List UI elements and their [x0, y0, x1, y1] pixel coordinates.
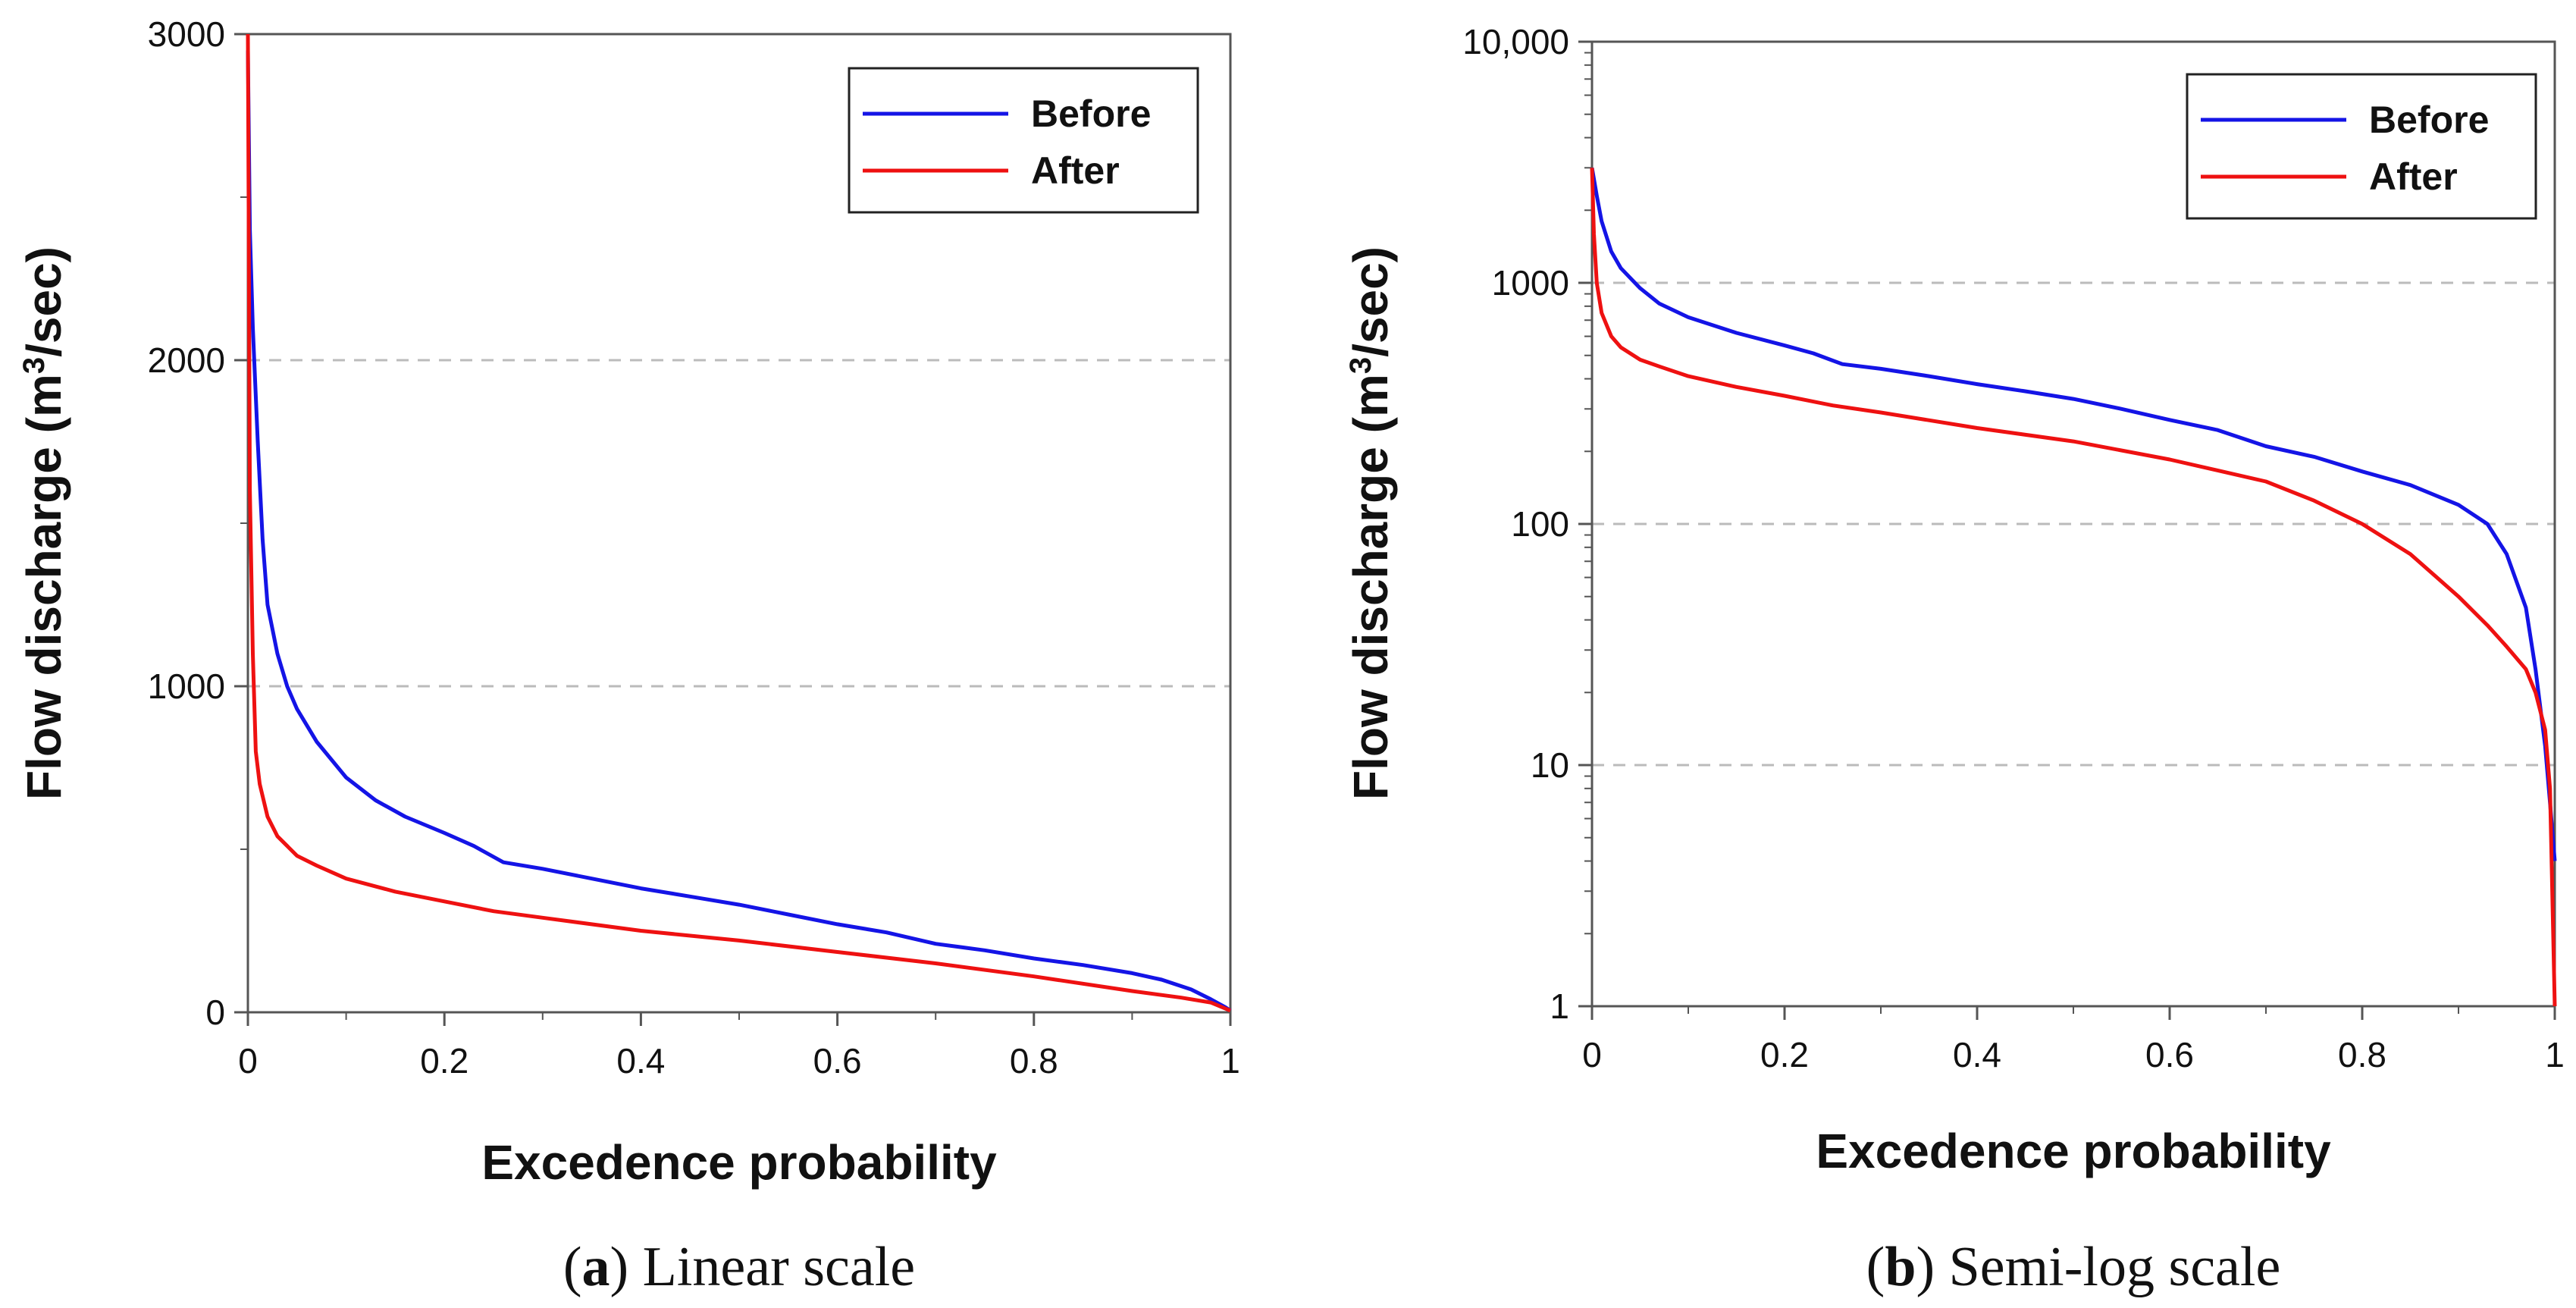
x-tick-label: 0.6 — [813, 1041, 862, 1081]
y-tick-label: 10,000 — [1462, 22, 1569, 61]
caption-b: (b) Semi-log scale — [1866, 1236, 2281, 1298]
x-tick-label: 0.6 — [2145, 1035, 2194, 1074]
legend-box — [2186, 73, 2537, 220]
y-tick-label: 1 — [1550, 986, 1569, 1026]
series-line-after — [1590, 168, 2557, 1007]
legend-label-after: After — [2369, 155, 2458, 198]
caption-a: (a) Linear scale — [563, 1236, 915, 1298]
x-tick-label: 0.2 — [1760, 1035, 1809, 1074]
legend-label-before: Before — [2369, 99, 2489, 141]
x-axis-label: Excedence probability — [481, 1135, 997, 1190]
grid-lines — [1592, 281, 2555, 767]
y-tick-label: 100 — [1511, 504, 1569, 544]
legend-box — [848, 67, 1199, 214]
x-tick-label: 0.8 — [1010, 1041, 1058, 1081]
y-tick-label: 1000 — [1492, 263, 1569, 303]
y-tick-label: 1000 — [148, 667, 225, 706]
series-line-before — [246, 50, 1232, 1012]
x-tick-label: 0.4 — [616, 1041, 665, 1081]
x-tick-label: 0 — [238, 1041, 258, 1081]
y-tick-label: 2000 — [148, 340, 225, 380]
legend-label-after: After — [1031, 149, 1120, 192]
y-axis-label: Flow discharge (m3/sec) — [1343, 246, 1398, 800]
x-tick-label: 0.4 — [1953, 1035, 2001, 1074]
x-tick-label: 1 — [1221, 1041, 1240, 1081]
y-tick-label: 3000 — [148, 14, 225, 54]
x-tick-label: 1 — [2545, 1035, 2565, 1074]
chart-panel-semilog: 0 0.2 0.4 0.6 0.8 1 1 10 100 1000 10,000 Before Aft… — [1343, 22, 2565, 1178]
y-tick-label: 0 — [205, 993, 225, 1032]
y-axis-label: Flow discharge (m3/sec) — [17, 246, 71, 800]
series-line-before — [1590, 167, 2557, 861]
y-tick-label: 10 — [1531, 745, 1569, 785]
x-axis-label: Excedence probability — [1816, 1124, 2331, 1178]
x-tick-label: 0.2 — [420, 1041, 469, 1081]
x-tick-label: 0 — [1582, 1035, 1602, 1074]
series-line-after — [246, 33, 1231, 1013]
grid-lines — [248, 359, 1230, 688]
legend-label-before: Before — [1031, 93, 1151, 135]
x-tick-label: 0.8 — [2338, 1035, 2386, 1074]
